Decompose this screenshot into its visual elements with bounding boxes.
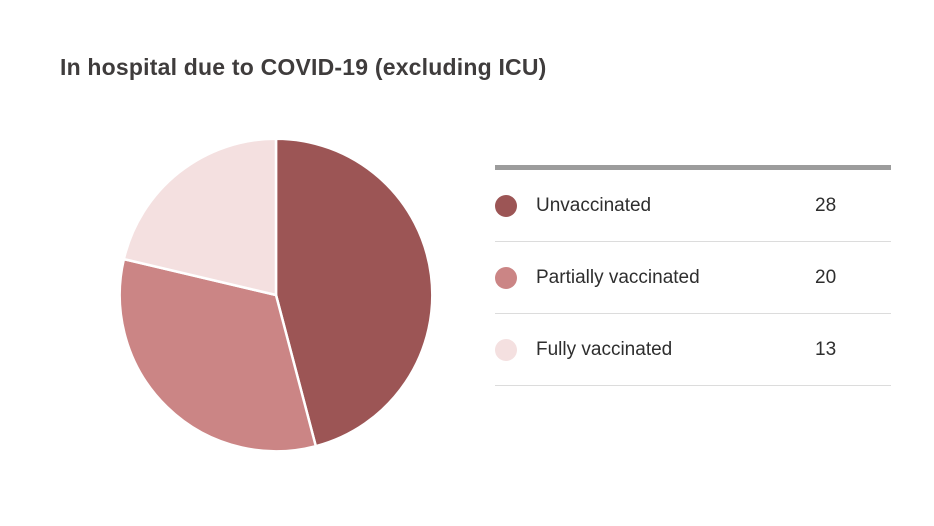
legend-row-unvaccinated: Unvaccinated 28 [495, 170, 891, 242]
pie-slice-unvaccinated [274, 137, 434, 448]
legend-value-partially-vaccinated: 20 [815, 266, 837, 288]
legend-top-bar [495, 165, 891, 170]
legend-value-unvaccinated: 28 [815, 194, 837, 216]
legend-swatch-fully-vaccinated [495, 338, 517, 361]
legend-label-fully-vaccinated: Fully vaccinated [536, 338, 673, 360]
pie-chart [118, 137, 434, 453]
legend-value-fully-vaccinated: 13 [815, 338, 837, 360]
legend-row-fully-vaccinated: Fully vaccinated 13 [495, 314, 891, 386]
legend-row-partially-vaccinated: Partially vaccinated 20 [495, 242, 891, 314]
legend-swatch-partially-vaccinated [495, 266, 517, 289]
chart-title: In hospital due to COVID-19 (excluding I… [60, 54, 547, 80]
legend: Unvaccinated 28 Partially vaccinated 20 … [495, 165, 891, 386]
pie-slice-fully-vaccinated [122, 137, 278, 297]
legend-swatch-unvaccinated [495, 194, 517, 217]
pie-chart-area [115, 134, 437, 456]
legend-label-partially-vaccinated: Partially vaccinated [536, 266, 700, 288]
pie-slice-partially-vaccinated [118, 257, 318, 453]
legend-label-unvaccinated: Unvaccinated [536, 194, 652, 216]
